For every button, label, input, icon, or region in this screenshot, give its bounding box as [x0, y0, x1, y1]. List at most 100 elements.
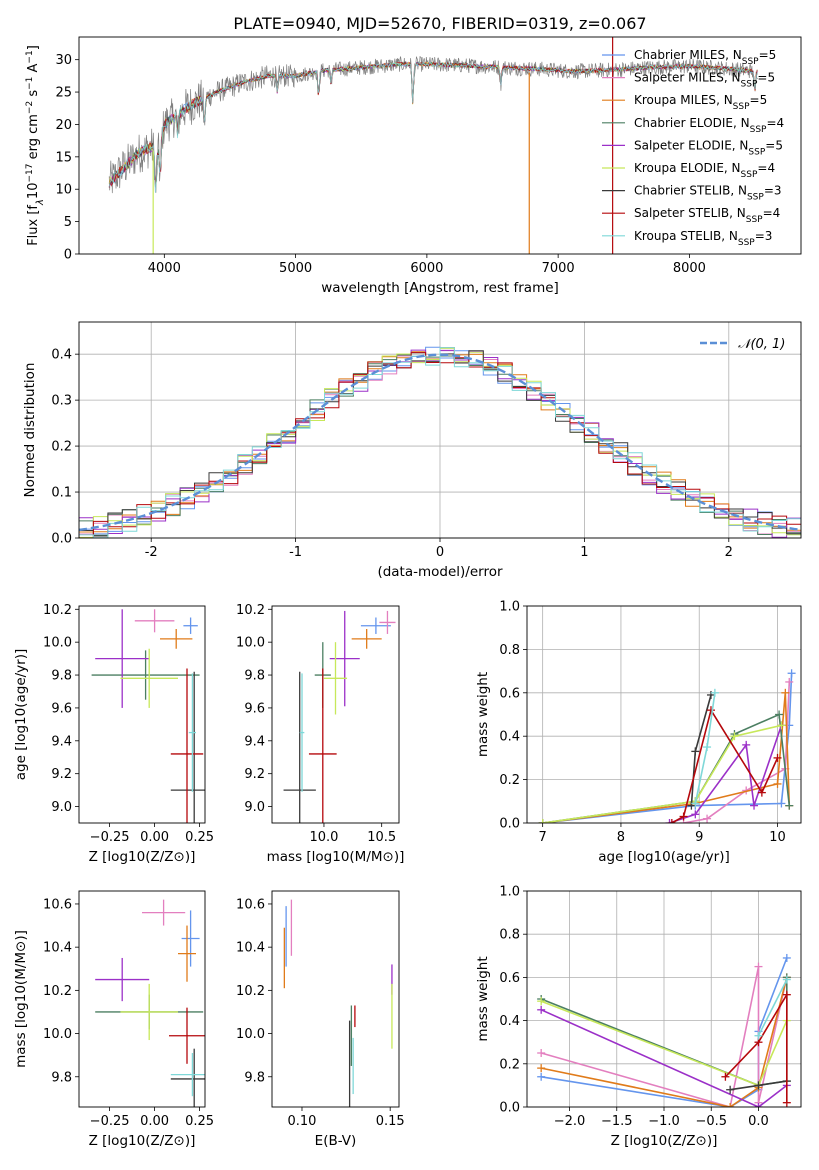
errorbar-point: [329, 610, 360, 707]
y-tick-label: 0.6: [499, 686, 520, 701]
x-tick-label: -2: [145, 545, 158, 560]
mass-weight-line: [694, 692, 716, 804]
mass-weight-marker: [781, 688, 790, 697]
mass-weight-marker: [777, 721, 786, 730]
y-axis-label: Flux [fλ10−17 erg cm−2 s−1 A−1]: [25, 45, 46, 246]
plot-area-mass-vs-z: [95, 899, 205, 1107]
y-tick-label: 9.8: [244, 1070, 265, 1085]
errorbar-point: [299, 673, 305, 792]
legend-label: Salpeter MILES, NSSP=5: [634, 71, 775, 90]
legend-nssp: 5: [760, 93, 768, 107]
y-tick-label: 10.2: [236, 984, 265, 999]
y-axis-label: mass weight: [475, 956, 491, 1041]
errorbar-point: [95, 609, 150, 708]
legend-model-name: Chabrier ELODIE: [634, 116, 733, 130]
legend-label: 𝒩(0, 1): [738, 337, 785, 352]
legend-label: Salpeter STELIB, NSSP=4: [634, 206, 780, 225]
mass-weight-marker: [537, 997, 546, 1006]
x-tick-label: 0.15: [376, 1114, 405, 1129]
mass-weight-marker: [726, 1103, 735, 1107]
axes-weight-vs-age: 7 8 9 10 0.0 0.2 0.4 0.6 0.8 1.0 age [log10(age/yr…: [475, 600, 802, 865]
x-axis-label: Z [log10(Z/Z⊙)]: [611, 1133, 718, 1149]
plot-area-age-vs-mass: [283, 610, 396, 823]
legend-label: Kroupa ELODIE, NSSP=4: [634, 161, 775, 180]
legend-label: Salpeter ELODIE, NSSP=5: [634, 138, 783, 157]
axes-frame: [526, 605, 802, 824]
x-tick-label: 2: [725, 545, 733, 560]
errorbar-point: [142, 899, 186, 926]
y-tick-label: 0.2: [499, 1057, 520, 1072]
y-tick-label: 0.0: [51, 532, 72, 547]
axes-frame: [271, 890, 400, 1108]
x-tick-label: −0.5: [695, 1114, 727, 1129]
y-tick-label: 9.2: [51, 767, 72, 782]
x-tick-label: 8000: [673, 261, 706, 276]
mass-weight-marker: [667, 819, 676, 823]
mass-weight-marker: [757, 788, 766, 797]
plot-area-weight-vs-z: [537, 953, 791, 1107]
x-tick-label: 4000: [148, 261, 181, 276]
mass-weight-marker: [706, 706, 715, 715]
mass-weight-line: [541, 977, 788, 1107]
axes-weight-vs-z: −2.0 −1.5 −1.0 −0.5 0.0 0.0 0.2 0.4 0.6 0.8 1.0 Z […: [475, 885, 802, 1149]
x-tick-label: −2.0: [554, 1114, 586, 1129]
y-tick-label: 10.4: [236, 941, 265, 956]
x-tick-label: 10: [769, 830, 786, 845]
mass-weight-marker: [773, 779, 782, 788]
y-tick-label: 10.2: [43, 603, 72, 618]
legend-label: Kroupa STELIB, NSSP=3: [634, 229, 772, 248]
y-tick-label: 25: [55, 86, 72, 101]
axes-mass-vs-z: −0.25 0.00 0.25 9.8 10.0 10.2 10.4 10.6 Z [log10…: [13, 890, 214, 1149]
errorbar-point: [169, 1007, 205, 1064]
legend-model-name: Salpeter STELIB: [634, 206, 729, 220]
plot-area-mass-vs-ebv: [283, 899, 393, 1107]
y-tick-label: 9.6: [244, 701, 265, 716]
mass-weight-marker: [538, 819, 547, 823]
x-tick-label: 5000: [279, 261, 312, 276]
legend-model-name: Salpeter ELODIE: [634, 138, 732, 152]
axes-mass-vs-ebv: 0.10 0.15 9.8 10.0 10.2 10.4 10.6 E(B-V): [236, 890, 405, 1149]
y-tick-label: 9.8: [51, 669, 72, 684]
y-tick-label: 0.0: [499, 817, 520, 832]
legend-nssp: 4: [777, 116, 785, 130]
residual-histogram-step: [79, 347, 801, 538]
mass-weight-marker: [773, 753, 782, 762]
errorbar-point: [120, 983, 178, 1041]
mass-weight-marker: [754, 1031, 763, 1040]
y-tick-label: 30: [55, 53, 72, 68]
y-tick-label: 10.2: [43, 984, 72, 999]
errorbar-point: [283, 671, 316, 823]
axes-frame: [78, 36, 802, 255]
mass-weight-marker: [691, 747, 700, 756]
plot-area-weight-vs-age: [538, 669, 796, 823]
mass-weight-marker: [787, 669, 796, 678]
y-tick-label: 0: [64, 248, 72, 263]
y-tick-label: 1.0: [499, 600, 520, 615]
y-axis-label: Normed distribution: [22, 363, 38, 498]
x-axis-label: (data-model)/error: [377, 564, 503, 580]
x-axis-label: wavelength [Angstrom, rest frame]: [321, 280, 559, 296]
y-tick-label: 0.0: [499, 1101, 520, 1116]
mass-weight-marker: [782, 990, 791, 999]
errorbar-point: [379, 610, 396, 634]
errorbar-point: [178, 925, 196, 982]
mass-weight-marker: [537, 1064, 546, 1073]
mass-weight-marker: [785, 677, 794, 686]
errorbar-point: [351, 629, 382, 649]
y-tick-label: 9.6: [51, 701, 72, 716]
mass-weight-marker: [721, 1072, 730, 1081]
legend-model-name: Chabrier MILES: [634, 48, 725, 62]
y-tick-label: 10.4: [43, 941, 72, 956]
legend-label: Chabrier ELODIE, NSSP=4: [634, 116, 784, 135]
x-tick-label: 0.00: [140, 830, 169, 845]
legend-nssp: 3: [765, 229, 773, 243]
mass-weight-marker: [754, 1081, 763, 1090]
y-tick-label: 9.8: [244, 669, 265, 684]
legend-label: Kroupa MILES, NSSP=5: [634, 93, 767, 112]
errorbar-point: [95, 957, 150, 1002]
errorbar-point: [323, 642, 348, 715]
errorbar-point: [91, 650, 200, 700]
y-tick-label: 0.8: [499, 928, 520, 943]
y-axis-label: mass weight: [475, 672, 491, 757]
x-tick-label: 7: [539, 830, 547, 845]
